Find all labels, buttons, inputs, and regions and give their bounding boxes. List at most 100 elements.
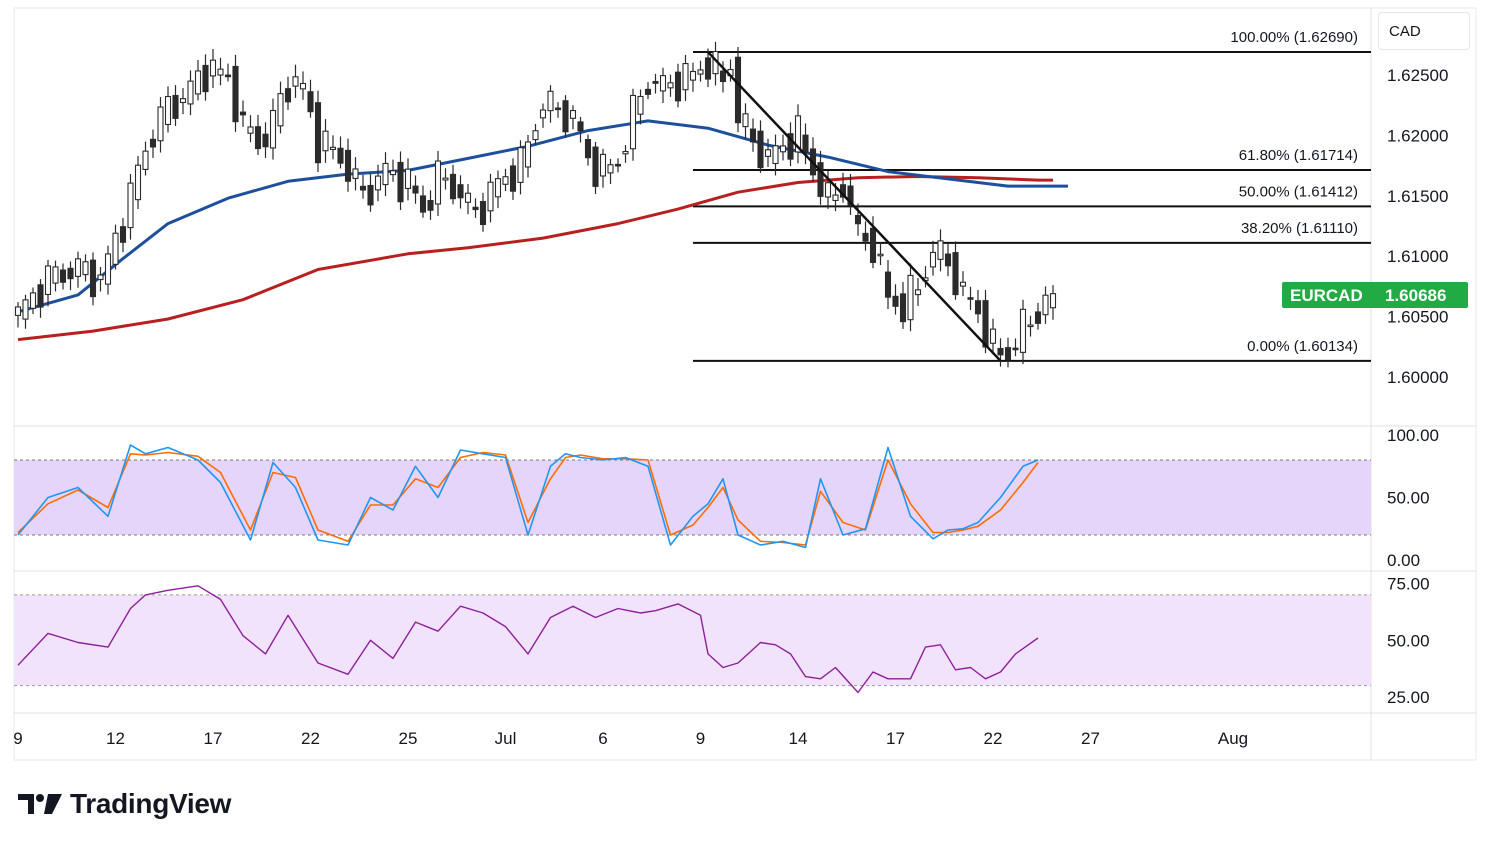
candle-body <box>442 177 449 181</box>
candle-body <box>82 261 89 276</box>
candle-body <box>509 165 517 192</box>
candle-body <box>569 109 577 119</box>
trendline <box>707 51 1002 362</box>
candle-body <box>262 133 269 148</box>
tradingview-logo-icon <box>18 794 62 814</box>
candle-body <box>67 267 74 280</box>
candle-body <box>749 128 757 143</box>
candle-body <box>719 70 727 83</box>
candle-body <box>532 130 539 141</box>
candle-body <box>644 88 652 95</box>
candle-body <box>1012 347 1019 351</box>
time-tick-label: 17 <box>886 729 905 748</box>
candle-body <box>494 178 502 198</box>
price-y-axis: 1.62500 1.62000 1.61500 1.61000 1.60500 1.600… <box>1387 66 1448 387</box>
tradingview-logo[interactable]: TradingView <box>18 788 231 820</box>
candle-body <box>434 160 442 205</box>
candle-body <box>907 274 914 321</box>
stochastic-band-fill <box>14 460 1371 535</box>
candle-body <box>697 69 704 75</box>
candle-body <box>292 76 299 87</box>
candle-body <box>929 251 937 268</box>
time-tick-label: 22 <box>301 729 320 748</box>
price-tick-label: 1.61000 <box>1387 247 1448 266</box>
candle-body <box>832 194 839 202</box>
symbol-price-tag: EURCAD 1.60686 <box>1282 282 1468 308</box>
time-x-axis: 9 12 17 22 25 Jul 6 9 14 17 22 27 Aug <box>13 729 1248 748</box>
fib-level-label: 100.00% (1.62690) <box>1230 29 1358 46</box>
candle-body <box>652 80 659 84</box>
candle-body <box>187 80 194 105</box>
price-tick-label: 1.60000 <box>1387 368 1448 387</box>
rsi-band: 75.00 50.00 25.00 <box>14 575 1430 707</box>
candle-body <box>1004 347 1012 361</box>
brand-name: TradingView <box>70 788 232 819</box>
candle-body <box>982 300 989 348</box>
candle-body <box>59 269 67 283</box>
price-tick-label: 1.61500 <box>1387 187 1448 206</box>
candle-body <box>344 149 352 182</box>
candle-body <box>299 82 307 90</box>
candle-body <box>967 297 974 300</box>
fib-level-label: 0.00% (1.60134) <box>1247 338 1358 355</box>
candle-body <box>614 163 622 167</box>
candle-body <box>149 138 157 148</box>
stochastic-tick-label: 100.00 <box>1387 426 1439 445</box>
candle-body <box>914 289 922 296</box>
candle-body <box>359 185 367 191</box>
fib-level-label: 38.20% (1.61110) <box>1241 220 1358 237</box>
price-tick-label: 1.62000 <box>1387 126 1448 145</box>
candle-body <box>554 107 562 111</box>
candle-body <box>127 182 134 229</box>
candle-body <box>854 214 862 225</box>
candle-body <box>232 65 239 123</box>
currency-selector[interactable]: CAD <box>1378 12 1470 50</box>
candle-body <box>269 109 277 149</box>
candle-body <box>74 258 82 277</box>
candle-body <box>37 284 44 308</box>
candle-body <box>952 252 959 296</box>
candle-body <box>899 293 907 323</box>
candle-body <box>52 266 59 284</box>
candle-body <box>89 259 97 298</box>
candle-body <box>112 232 119 265</box>
time-tick-label: 9 <box>13 729 22 748</box>
candle-body <box>937 240 944 260</box>
candle-body <box>322 130 329 152</box>
candle-body <box>457 184 464 199</box>
candle-body <box>772 145 779 165</box>
candle-body <box>382 162 389 186</box>
candle-body <box>974 300 982 315</box>
candle-body <box>337 147 344 164</box>
candle-body <box>97 274 104 281</box>
candle-body <box>254 126 262 150</box>
candle-body <box>314 102 322 164</box>
candle-body <box>179 98 187 104</box>
candle-body <box>29 292 37 309</box>
candle-body <box>607 164 614 174</box>
candle-body <box>1042 294 1049 316</box>
time-tick-label: 25 <box>399 729 418 748</box>
stochastic-lines <box>17 444 1039 549</box>
candle-body <box>142 150 149 170</box>
time-tick-label: 14 <box>789 729 808 748</box>
price-tick-label: 1.62500 <box>1387 66 1448 85</box>
candle-body <box>104 253 112 285</box>
candle-body <box>862 232 869 242</box>
trendline-line <box>707 51 1002 362</box>
candle-body <box>989 328 997 344</box>
rsi-tick-label: 75.00 <box>1387 575 1430 594</box>
candle-body <box>892 295 899 307</box>
fibonacci-levels: 100.00% (1.62690) 61.80% (1.61714) 50.00% … <box>693 29 1371 362</box>
time-tick-label: 17 <box>204 729 223 748</box>
candle-body <box>247 126 254 134</box>
candle-body <box>517 147 524 183</box>
candle-body <box>944 253 952 267</box>
candle-body <box>44 265 52 296</box>
candle-body <box>172 94 179 119</box>
chart-frame <box>13 7 1477 761</box>
candle-body <box>592 146 599 187</box>
candle-body <box>194 70 202 95</box>
candle-body <box>209 59 217 77</box>
